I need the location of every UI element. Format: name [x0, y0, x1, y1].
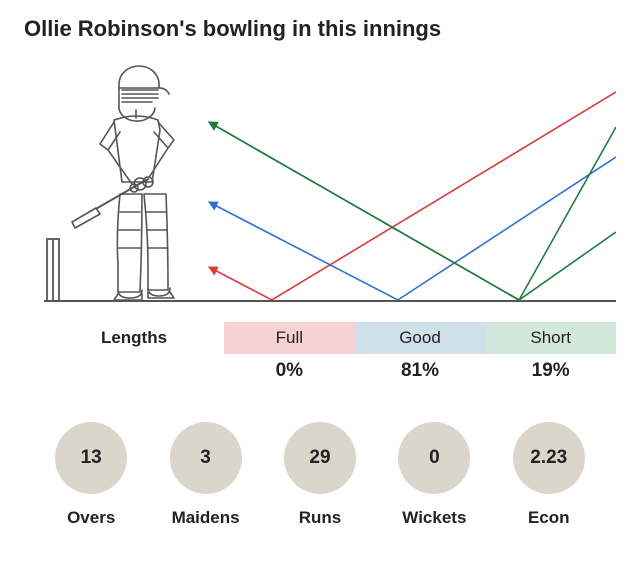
stat-value: 29: [284, 422, 356, 494]
stat-item: 13 Overs: [55, 422, 127, 528]
stat-label: Runs: [299, 508, 342, 528]
length-segment-good: Good: [355, 322, 486, 354]
stat-label: Wickets: [402, 508, 466, 528]
stat-item: 29 Runs: [284, 422, 356, 528]
stat-item: 3 Maidens: [170, 422, 242, 528]
lengths-row: Lengths Full Good Short: [44, 322, 616, 354]
pct-short: 19%: [485, 360, 616, 382]
stat-item: 2.23 Econ: [513, 422, 585, 528]
length-segment-full: Full: [224, 322, 355, 354]
page-title: Ollie Robinson's bowling in this innings: [24, 16, 616, 42]
length-segment-short: Short: [485, 322, 616, 354]
stumps-icon: [44, 234, 62, 302]
pct-full: 0%: [224, 360, 355, 382]
pct-good: 81%: [355, 360, 486, 382]
lengths-pct-row: 0% 81% 19%: [44, 360, 616, 382]
stat-value: 0: [398, 422, 470, 494]
lengths-label: Lengths: [44, 322, 224, 354]
pitch-diagram: [44, 62, 616, 322]
batsman-icon: [64, 62, 214, 302]
stat-label: Maidens: [172, 508, 240, 528]
stat-label: Econ: [528, 508, 570, 528]
stat-item: 0 Wickets: [398, 422, 470, 528]
stats-row: 13 Overs 3 Maidens 29 Runs 0 Wickets 2.23 Econ: [24, 422, 616, 528]
stat-value: 3: [170, 422, 242, 494]
stat-value: 2.23: [513, 422, 585, 494]
stat-label: Overs: [67, 508, 115, 528]
stat-value: 13: [55, 422, 127, 494]
ground-line: [44, 300, 616, 302]
